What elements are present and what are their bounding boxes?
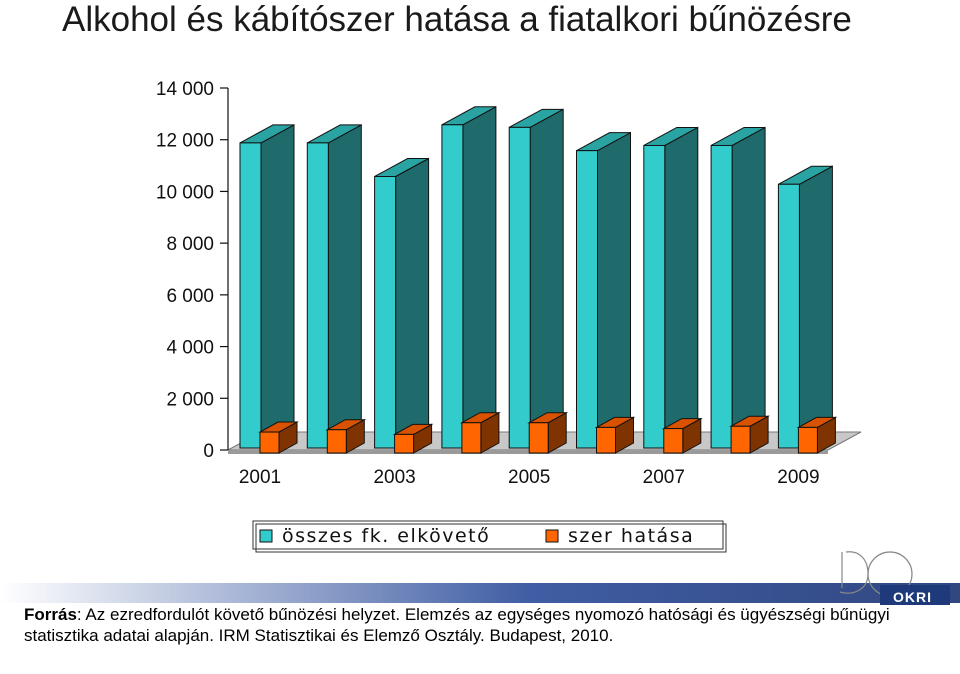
x-tick-label: 2001 [239,467,281,488]
legend-swatch-osszes [259,529,273,543]
bar-szer-2006 [594,416,636,454]
bar-osszes-2002-front [306,142,329,449]
page-title: Alkohol és kábítószer hatása a fiatalkor… [62,0,852,39]
bar-osszes-2004-side [462,105,497,449]
bar-osszes-2006-side [597,131,631,449]
bar-osszes-2001-side [260,124,295,449]
x-tick-label: 2003 [373,467,415,488]
legend-label-osszes: összes fk. elkövető [282,525,490,547]
bar-szer-2003-front [394,433,415,454]
bar-szer-2009-front [797,426,818,454]
source-body: : Az ezredfordulót követő bűnözési helyz… [24,605,890,645]
bar-osszes-2009-side [798,165,833,449]
x-tick-label: 2007 [643,467,685,488]
bar-osszes-2009 [777,165,833,449]
bar-osszes-2006 [576,131,631,449]
bar-osszes-2005-side [529,108,564,449]
legend-box-shadow [255,523,727,553]
legend-box [252,520,724,550]
bar-szer-2006-front [596,426,616,454]
bar-osszes-2008 [710,126,766,449]
y-tick-label: 0 [203,441,214,462]
bar-osszes-2009-front [777,183,800,449]
bar-osszes-2001 [239,124,295,449]
bar-osszes-2002-side [327,124,362,449]
bar-osszes-2006-front [576,150,598,449]
bar-osszes-2007 [643,126,699,449]
y-tick-label: 6 000 [166,286,214,307]
bar-osszes-2002 [306,124,362,449]
bar-szer-2008-front [730,425,751,454]
legend-label-szer: szer hatása [568,525,694,547]
y-tick-label: 8 000 [166,234,214,255]
okri-logo [832,530,952,608]
bar-szer-2007-front [663,428,684,454]
source-citation: Forrás: Az ezredfordulót követő bűnözési… [24,604,944,646]
bar-osszes-2001-front [239,142,262,449]
bar-osszes-2004-front [441,124,464,449]
bar-osszes-2008-side [731,126,766,449]
bar-szer-2001-front [259,431,280,454]
bar-osszes-2007-side [664,126,699,449]
bar-szer-2002-front [326,429,347,454]
bar-szer-2005-front [528,422,549,454]
bar-osszes-2004 [441,105,497,449]
bar-osszes-2007-front [643,144,666,449]
legend-swatch-szer [545,529,559,543]
bar-szer-2002 [325,418,367,454]
y-tick-label: 14 000 [156,79,214,100]
bar-osszes-2003-side [395,157,430,449]
bar-osszes-2008-front [710,144,733,449]
y-tick-label: 10 000 [156,182,214,203]
bar-szer-2005 [527,411,569,454]
y-tick-label: 12 000 [156,131,214,152]
bar-szer-2009 [796,416,838,454]
bar-osszes-2005-front [508,126,531,449]
y-tick-label: 2 000 [166,389,214,410]
bar-szer-2001 [258,421,299,454]
bar-szer-2004 [459,411,501,454]
x-tick-label: 2009 [777,467,819,488]
bar-szer-2008 [729,415,771,454]
logo-text: OKRI [893,589,932,605]
bar-osszes-2003 [374,157,430,449]
source-label: Forrás [24,605,77,624]
bar-osszes-2005 [508,108,564,449]
bar-szer-2004-front [461,422,482,454]
footer-band [0,583,960,611]
x-tick-label: 2005 [508,467,550,488]
bar-szer-2007 [661,417,703,454]
bar-osszes-2003-front [374,176,397,449]
y-tick-label: 4 000 [166,338,214,359]
bar-szer-2003 [392,423,434,454]
